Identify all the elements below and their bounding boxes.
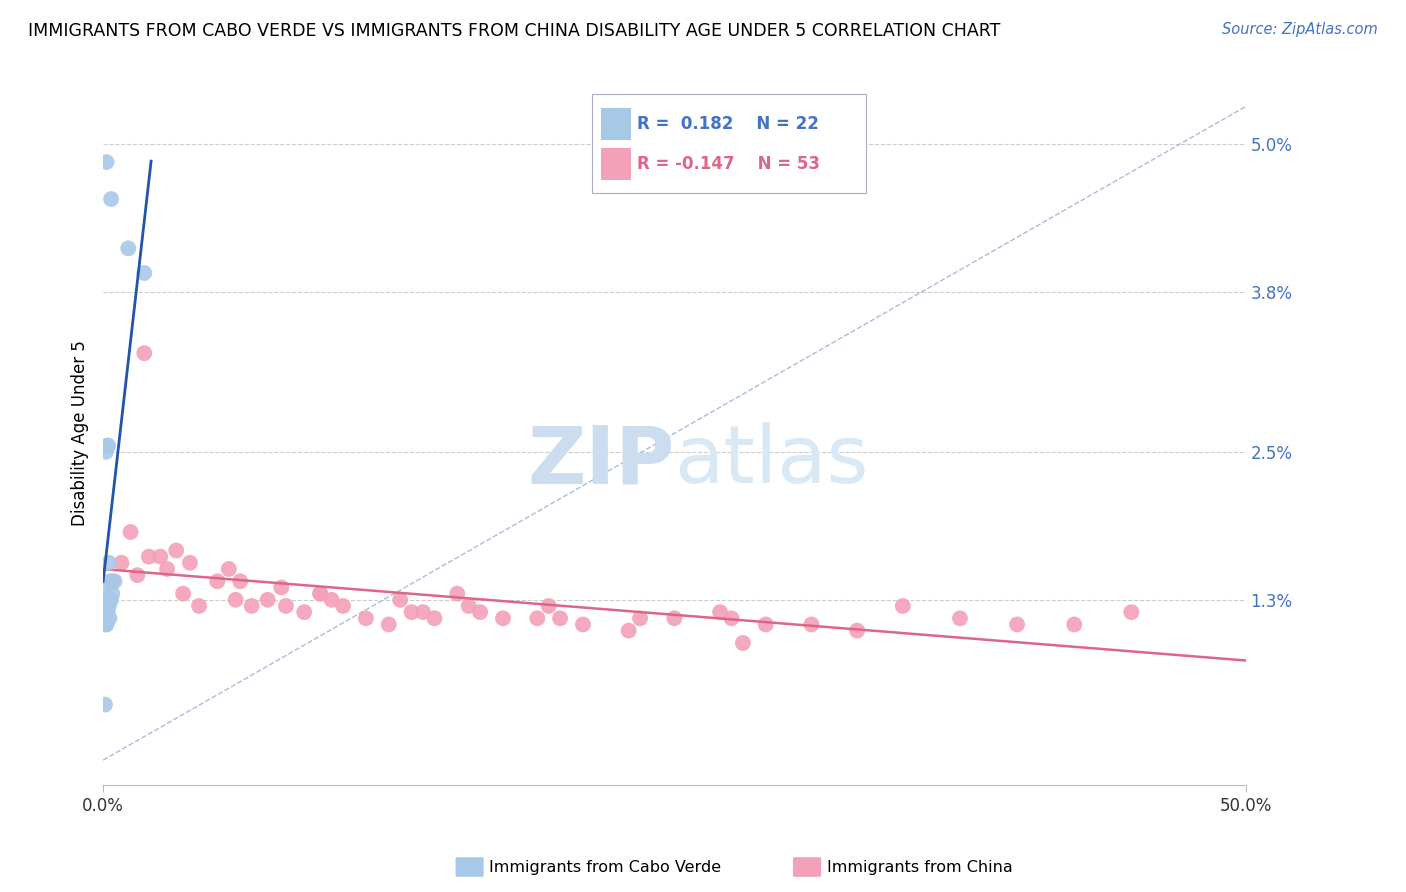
Point	[572, 617, 595, 632]
Point	[127, 568, 149, 582]
Point	[457, 599, 479, 613]
Point	[179, 556, 201, 570]
Point	[218, 562, 240, 576]
Point	[274, 599, 297, 613]
Point	[98, 574, 121, 589]
Point	[97, 439, 120, 453]
Point	[94, 445, 117, 459]
Point	[412, 605, 434, 619]
Text: ZIP: ZIP	[527, 423, 675, 500]
Point	[207, 574, 229, 589]
Point	[1121, 605, 1143, 619]
Text: Immigrants from Cabo Verde: Immigrants from Cabo Verde	[489, 860, 721, 874]
Point	[100, 592, 122, 607]
Point	[256, 592, 278, 607]
Point	[240, 599, 263, 613]
Point	[628, 611, 651, 625]
Point	[377, 617, 399, 632]
Point	[389, 592, 412, 607]
Point	[165, 543, 187, 558]
Text: atlas: atlas	[675, 423, 869, 500]
Point	[401, 605, 423, 619]
Point	[120, 524, 142, 539]
Point	[548, 611, 571, 625]
Point	[229, 574, 252, 589]
Point	[354, 611, 377, 625]
Text: IMMIGRANTS FROM CABO VERDE VS IMMIGRANTS FROM CHINA DISABILITY AGE UNDER 5 CORRE: IMMIGRANTS FROM CABO VERDE VS IMMIGRANTS…	[28, 22, 1001, 40]
Point	[292, 605, 315, 619]
Point	[94, 611, 117, 625]
Point	[97, 556, 120, 570]
Point	[492, 611, 515, 625]
Point	[731, 636, 754, 650]
Point	[94, 698, 117, 712]
Point	[117, 241, 139, 255]
Point	[98, 611, 121, 625]
Point	[664, 611, 686, 625]
Point	[225, 592, 247, 607]
Point	[149, 549, 172, 564]
Point	[96, 605, 118, 619]
Point	[309, 587, 332, 601]
Point	[138, 549, 160, 564]
Y-axis label: Disability Age Under 5: Disability Age Under 5	[72, 341, 89, 526]
Point	[617, 624, 640, 638]
Text: Immigrants from China: Immigrants from China	[827, 860, 1012, 874]
Point	[891, 599, 914, 613]
Text: Source: ZipAtlas.com: Source: ZipAtlas.com	[1222, 22, 1378, 37]
Point	[94, 617, 117, 632]
Point	[755, 617, 778, 632]
Point	[134, 346, 156, 360]
Point	[110, 556, 132, 570]
Point	[100, 192, 122, 206]
Point	[101, 587, 124, 601]
Point	[309, 587, 332, 601]
Point	[800, 617, 823, 632]
Point	[468, 605, 491, 619]
Point	[94, 587, 117, 601]
Text: R = -0.147    N = 53: R = -0.147 N = 53	[637, 155, 820, 173]
Point	[423, 611, 446, 625]
Point	[1063, 617, 1085, 632]
Point	[97, 599, 120, 613]
Point	[709, 605, 731, 619]
Point	[103, 574, 125, 589]
Point	[537, 599, 560, 613]
Point	[846, 624, 869, 638]
Point	[172, 587, 194, 601]
Point	[332, 599, 354, 613]
Point	[96, 439, 118, 453]
Point	[526, 611, 548, 625]
Point	[949, 611, 972, 625]
Point	[96, 155, 118, 169]
Text: R =  0.182    N = 22: R = 0.182 N = 22	[637, 115, 820, 134]
Point	[446, 587, 468, 601]
Point	[156, 562, 179, 576]
Point	[1005, 617, 1028, 632]
Point	[93, 592, 115, 607]
Point	[270, 581, 292, 595]
Point	[321, 592, 343, 607]
Point	[96, 617, 118, 632]
Point	[134, 266, 156, 280]
Point	[101, 574, 124, 589]
Point	[188, 599, 211, 613]
Point	[720, 611, 742, 625]
Point	[97, 605, 120, 619]
